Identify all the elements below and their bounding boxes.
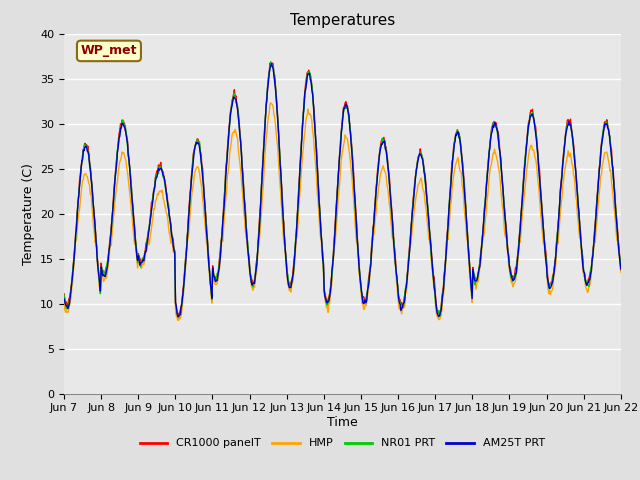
- CR1000 panelT: [412, 173, 419, 179]
- NR01 PRT: [214, 272, 222, 278]
- HMP: [214, 275, 222, 281]
- HMP: [428, 262, 436, 268]
- AM25T PRT: [268, 60, 275, 66]
- HMP: [70, 263, 78, 268]
- CR1000 panelT: [127, 184, 135, 190]
- Line: CR1000 panelT: CR1000 panelT: [64, 63, 621, 316]
- NR01 PRT: [175, 315, 182, 321]
- CR1000 panelT: [174, 313, 182, 319]
- HMP: [267, 100, 275, 106]
- AM25T PRT: [617, 266, 625, 272]
- AM25T PRT: [411, 182, 419, 188]
- HMP: [412, 197, 419, 203]
- NR01 PRT: [412, 174, 419, 180]
- HMP: [60, 299, 68, 304]
- HMP: [617, 269, 625, 275]
- HMP: [175, 318, 182, 324]
- AM25T PRT: [127, 189, 135, 195]
- CR1000 panelT: [617, 264, 625, 269]
- Text: WP_met: WP_met: [81, 44, 137, 58]
- CR1000 panelT: [214, 271, 222, 276]
- NR01 PRT: [267, 59, 275, 65]
- Legend: CR1000 panelT, HMP, NR01 PRT, AM25T PRT: CR1000 panelT, HMP, NR01 PRT, AM25T PRT: [135, 434, 550, 453]
- Line: AM25T PRT: AM25T PRT: [64, 63, 621, 317]
- X-axis label: Time: Time: [327, 416, 358, 429]
- NR01 PRT: [428, 258, 436, 264]
- AM25T PRT: [60, 296, 68, 302]
- Line: HMP: HMP: [64, 103, 621, 321]
- Y-axis label: Temperature (C): Temperature (C): [22, 163, 35, 264]
- NR01 PRT: [185, 212, 193, 217]
- NR01 PRT: [127, 184, 135, 190]
- AM25T PRT: [184, 226, 192, 231]
- Title: Temperatures: Temperatures: [290, 13, 395, 28]
- AM25T PRT: [428, 246, 435, 252]
- NR01 PRT: [60, 292, 68, 298]
- CR1000 panelT: [428, 256, 436, 262]
- AM25T PRT: [435, 314, 443, 320]
- NR01 PRT: [70, 250, 78, 255]
- CR1000 panelT: [185, 211, 193, 216]
- CR1000 panelT: [268, 60, 276, 66]
- Line: NR01 PRT: NR01 PRT: [64, 62, 621, 318]
- HMP: [185, 231, 193, 237]
- AM25T PRT: [70, 255, 78, 261]
- CR1000 panelT: [60, 291, 68, 297]
- NR01 PRT: [617, 264, 625, 270]
- AM25T PRT: [214, 277, 221, 283]
- HMP: [127, 208, 135, 214]
- CR1000 panelT: [70, 256, 78, 262]
